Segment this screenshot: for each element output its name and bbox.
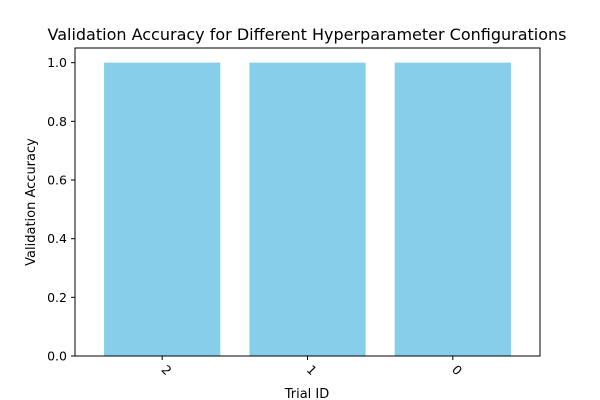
y-tick-label: 0.8 (47, 114, 67, 129)
x-tick-label: 1 (304, 362, 320, 378)
y-tick-label: 0.6 (47, 173, 67, 188)
bars-group (104, 62, 511, 357)
plot-area (74, 47, 541, 357)
x-axis-label: Trial ID (284, 387, 330, 400)
y-tick-label: 0.4 (47, 231, 67, 246)
y-tick-label: 0.2 (47, 290, 67, 305)
x-tick-label: 0 (449, 362, 465, 378)
y-axis-ticks: 0.0 0.2 0.4 0.6 0.8 1.0 (47, 55, 75, 364)
y-tick-label: 1.0 (47, 55, 67, 70)
bar-trial-1 (249, 62, 366, 357)
y-tick-label: 0.0 (47, 349, 67, 364)
x-axis-ticks: 2 1 0 (158, 356, 465, 378)
bar-trial-0 (394, 62, 511, 357)
x-tick-label: 2 (158, 362, 174, 378)
bar-trial-2 (104, 62, 221, 357)
chart-title: Validation Accuracy for Different Hyperp… (48, 25, 567, 44)
y-axis-label: Validation Accuracy (24, 138, 39, 266)
